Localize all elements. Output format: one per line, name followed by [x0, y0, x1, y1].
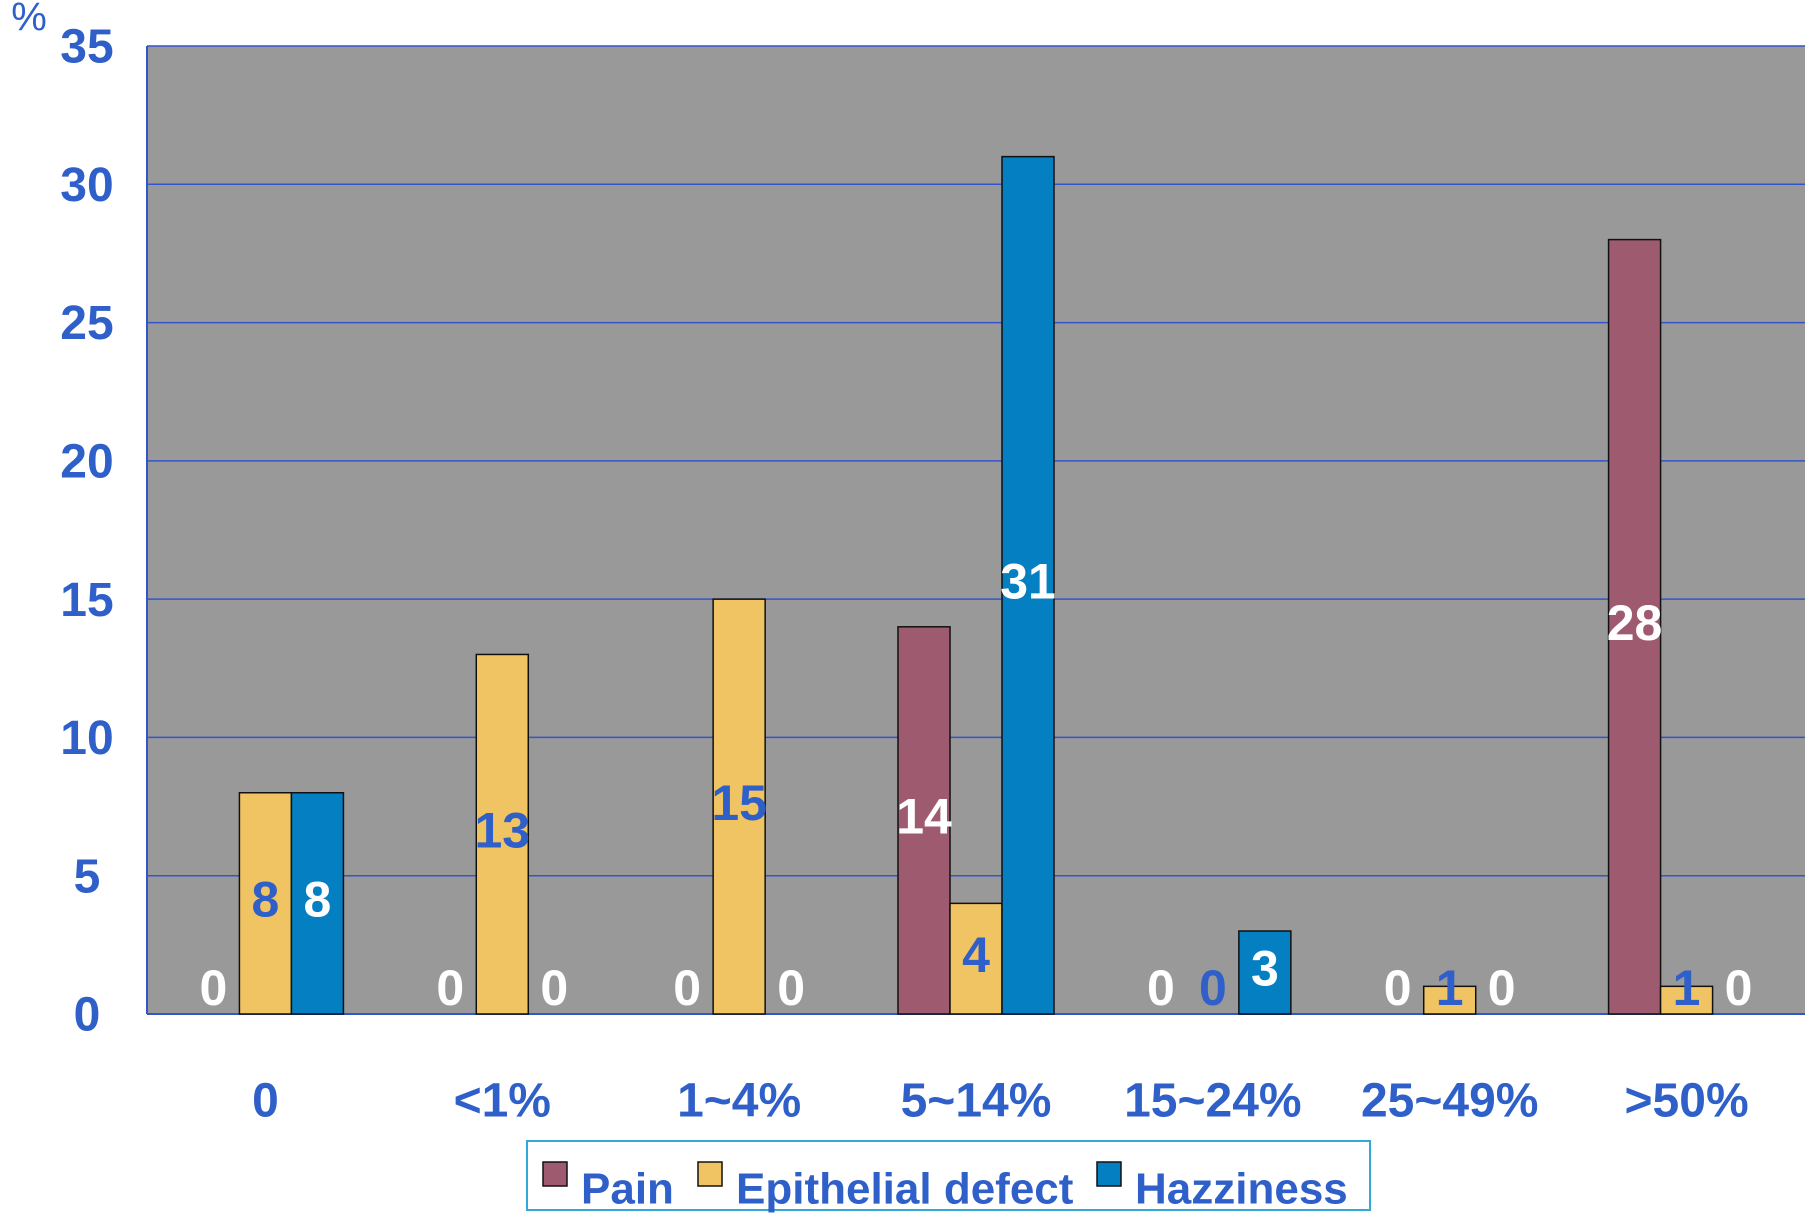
value-label: 0 — [1199, 960, 1227, 1016]
value-label: 1 — [1436, 960, 1464, 1016]
x-tick-label: 5~14% — [901, 1075, 1052, 1128]
value-label: 0 — [1384, 960, 1412, 1016]
y-tick-label: 30 — [60, 159, 113, 212]
y-tick-label: 10 — [60, 712, 113, 765]
x-tick-label: 15~24% — [1124, 1075, 1302, 1128]
plot-area — [147, 46, 1805, 1014]
bar — [897, 626, 951, 1015]
value-label: 0 — [777, 960, 805, 1016]
value-label: 15 — [711, 775, 767, 831]
value-label: 0 — [1147, 960, 1175, 1016]
x-tick-label: 25~49% — [1361, 1075, 1539, 1128]
value-label: 1 — [1673, 960, 1701, 1016]
value-label: 0 — [436, 960, 464, 1016]
value-label: 0 — [1725, 960, 1753, 1016]
bar — [1607, 238, 1662, 1015]
y-tick-label: 15 — [60, 574, 113, 627]
value-label: 8 — [252, 872, 280, 928]
legend-label: Pain — [581, 1165, 674, 1214]
x-tick-label: <1% — [454, 1075, 551, 1128]
value-label: 4 — [962, 927, 990, 983]
value-label: 28 — [1607, 595, 1663, 651]
x-tick-label: 1~4% — [677, 1075, 801, 1128]
value-label: 13 — [474, 802, 530, 858]
legend-swatch — [697, 1161, 723, 1187]
legend-swatch — [542, 1161, 568, 1187]
value-label: 8 — [304, 872, 332, 928]
legend-box — [526, 1140, 1371, 1211]
value-label: 14 — [896, 789, 952, 845]
bar — [475, 653, 530, 1015]
bar — [1659, 985, 1714, 1015]
value-label: 0 — [540, 960, 568, 1016]
x-tick-label: 0 — [252, 1075, 279, 1128]
bar — [712, 598, 766, 1015]
y-tick-label: 5 — [74, 850, 101, 903]
bar — [1238, 930, 1292, 1015]
value-label: 31 — [1000, 554, 1056, 610]
legend-swatch — [1096, 1161, 1122, 1187]
y-tick-label: 20 — [60, 436, 113, 489]
y-axis-label: % — [11, 0, 47, 40]
y-tick-label: 35 — [60, 21, 113, 74]
value-label: 3 — [1251, 941, 1279, 997]
x-tick-label: >50% — [1625, 1075, 1749, 1128]
bar — [238, 791, 293, 1015]
value-label: 0 — [1488, 960, 1516, 1016]
value-label: 0 — [673, 960, 701, 1016]
value-label: 0 — [200, 960, 228, 1016]
bar — [1422, 985, 1477, 1015]
y-tick-label: 25 — [60, 297, 113, 350]
legend-label: Epithelial defect — [736, 1165, 1074, 1214]
y-tick-label: 0 — [74, 989, 101, 1042]
legend-label: Hazziness — [1135, 1165, 1348, 1214]
bar — [1001, 155, 1055, 1015]
bar — [290, 791, 345, 1015]
